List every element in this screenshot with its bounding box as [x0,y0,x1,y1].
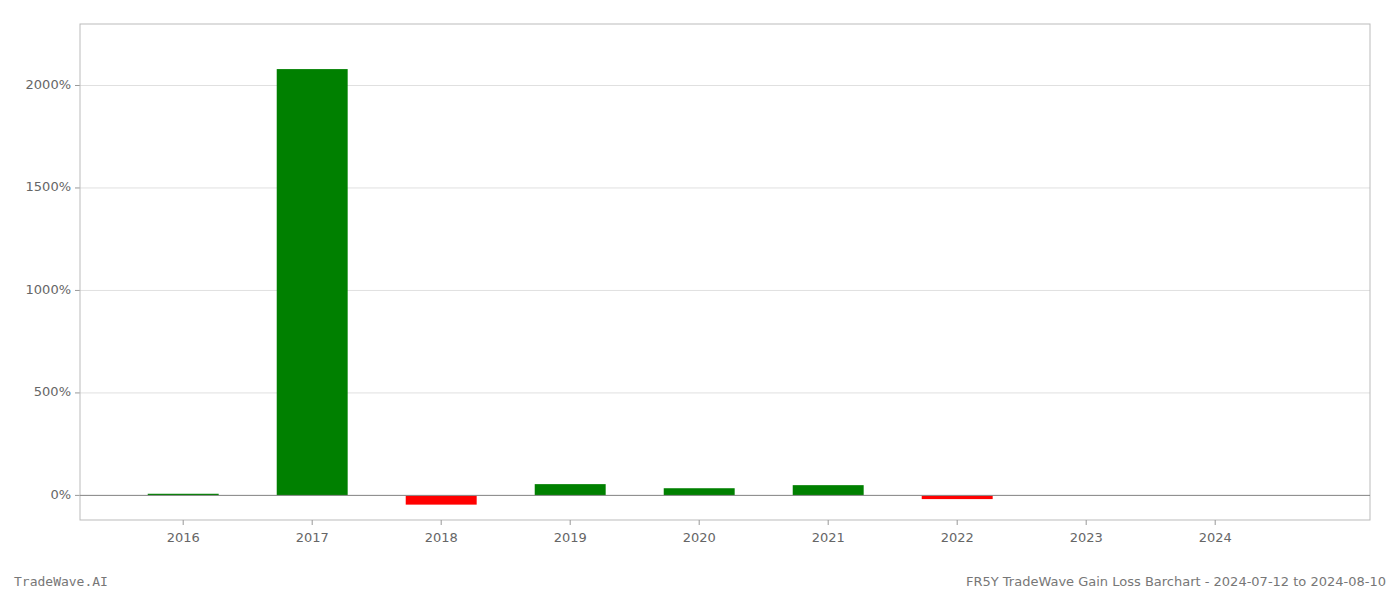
x-tick-label: 2022 [941,530,974,545]
bars [148,69,993,505]
x-tick [1215,520,1216,525]
bar [535,484,606,495]
bar [664,488,735,495]
x-tick-label: 2019 [554,530,587,545]
x-tick-label: 2016 [167,530,200,545]
grid-line [80,495,1370,496]
chart-container: 0% 500% 1000% 1500% 2000% 2016 2017 2018 2019 202… [0,0,1400,600]
chart-svg: 0% 500% 1000% 1500% 2000% 2016 2017 2018 2019 202… [0,0,1400,600]
y-tick-label: 1000% [26,282,71,297]
x-tick-label: 2020 [683,530,716,545]
x-tick [441,520,442,525]
y-tick [75,187,80,188]
y-tick [75,392,80,393]
x-tick-label: 2018 [425,530,458,545]
footer-left: TradeWave.AI [14,574,108,589]
y-tick [75,85,80,86]
grid-line [80,85,1370,86]
zero-line [80,495,1370,496]
x-tick-label: 2021 [812,530,845,545]
bar [793,485,864,495]
y-axis: 0% 500% 1000% 1500% 2000% [26,77,80,502]
footer-right: FR5Y TradeWave Gain Loss Barchart - 2024… [966,574,1386,589]
bar [922,495,993,499]
x-axis: 2016 2017 2018 2019 2020 2021 2022 2023 2024 [167,520,1232,545]
x-tick [699,520,700,525]
x-tick-label: 2017 [296,530,329,545]
x-tick-label: 2024 [1199,530,1232,545]
grid-line [80,392,1370,393]
y-tick-label: 0% [50,487,71,502]
y-tick-label: 500% [34,384,71,399]
x-tick [957,520,958,525]
x-tick-label: 2023 [1070,530,1103,545]
x-tick [828,520,829,525]
grid-line [80,187,1370,188]
plot-frame [80,24,1370,520]
bar [277,69,348,495]
x-tick [1086,520,1087,525]
y-tick-label: 1500% [26,179,71,194]
x-tick [183,520,184,525]
y-tick [75,495,80,496]
grid-line [80,290,1370,291]
x-tick [312,520,313,525]
x-tick [570,520,571,525]
grid [80,85,1370,495]
y-tick-label: 2000% [26,77,71,92]
bar [406,495,477,504]
y-tick [75,290,80,291]
